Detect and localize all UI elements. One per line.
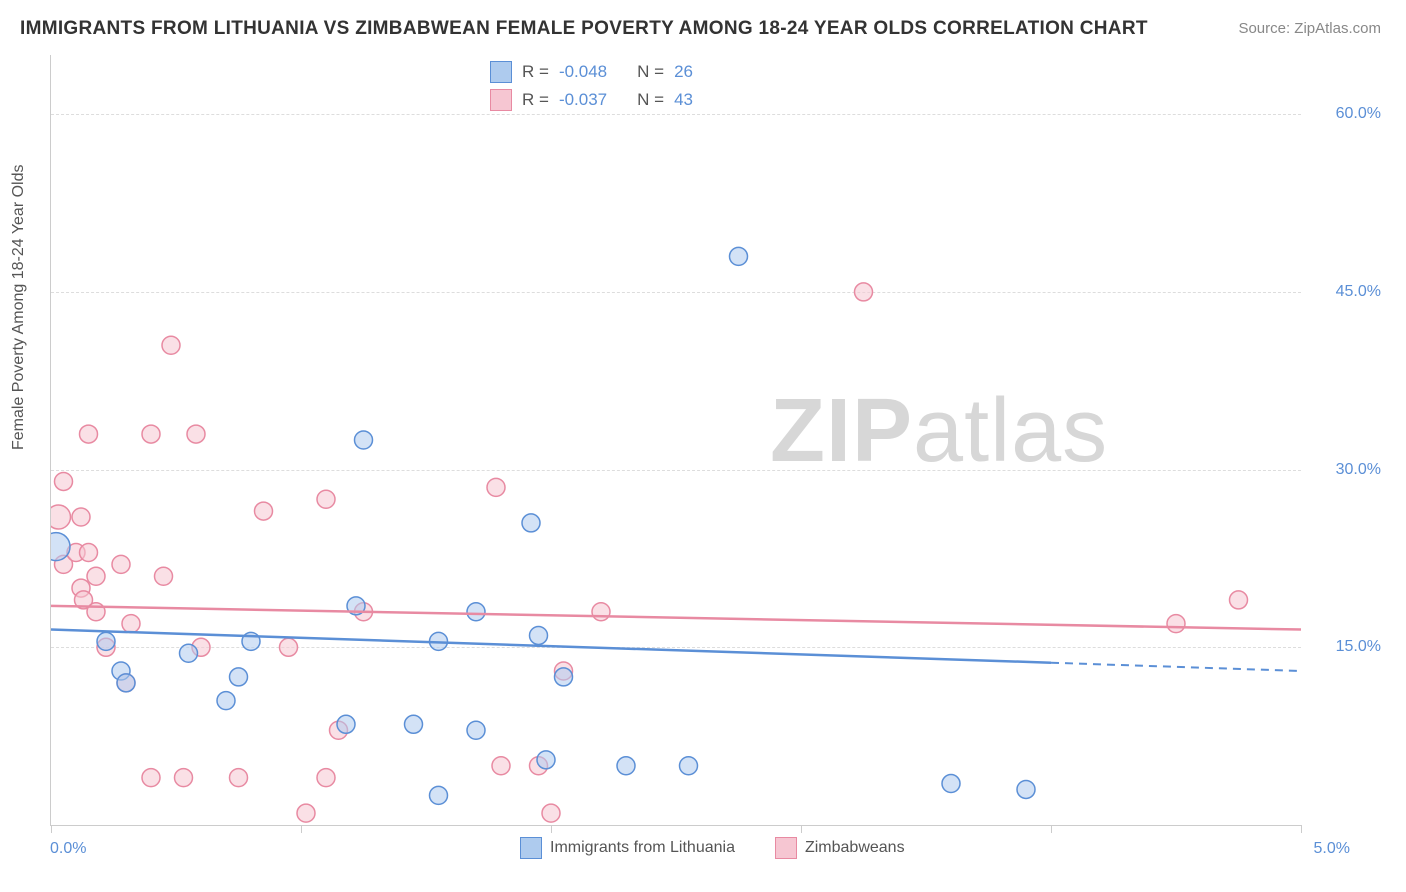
scatter-point	[117, 674, 135, 692]
scatter-point	[405, 715, 423, 733]
legend-item-0: Immigrants from Lithuania	[520, 837, 735, 859]
scatter-point	[80, 544, 98, 562]
legend-item-1: Zimbabweans	[775, 837, 905, 859]
stat-r-value: -0.048	[559, 58, 607, 86]
scatter-point	[530, 626, 548, 644]
scatter-point	[217, 692, 235, 710]
scatter-point	[55, 555, 73, 573]
scatter-point	[555, 668, 573, 686]
scatter-svg	[51, 55, 1301, 825]
stat-n-value: 26	[674, 58, 693, 86]
scatter-point	[730, 247, 748, 265]
scatter-point	[347, 597, 365, 615]
scatter-point	[592, 603, 610, 621]
scatter-point	[555, 662, 573, 680]
scatter-point	[55, 472, 73, 490]
scatter-point	[112, 555, 130, 573]
scatter-point	[492, 757, 510, 775]
swatch-icon	[520, 837, 542, 859]
y-axis-label: Female Poverty Among 18-24 Year Olds	[10, 165, 28, 451]
scatter-point	[355, 603, 373, 621]
scatter-point	[255, 502, 273, 520]
stat-n-value: 43	[674, 86, 693, 114]
scatter-point	[317, 490, 335, 508]
legend-label: Zimbabweans	[805, 839, 905, 857]
y-tick-label: 60.0%	[1336, 105, 1381, 123]
scatter-point	[337, 715, 355, 733]
y-tick-label: 15.0%	[1336, 638, 1381, 656]
legend: Immigrants from Lithuania Zimbabweans	[520, 837, 905, 859]
scatter-point	[530, 757, 548, 775]
stat-n-label: N =	[637, 86, 664, 114]
y-tick-label: 45.0%	[1336, 283, 1381, 301]
scatter-point	[467, 721, 485, 739]
scatter-point	[1230, 591, 1248, 609]
swatch-icon	[490, 61, 512, 83]
scatter-point	[122, 615, 140, 633]
x-axis-min-label: 0.0%	[50, 840, 86, 858]
scatter-point	[72, 508, 90, 526]
scatter-point	[87, 603, 105, 621]
swatch-icon	[490, 89, 512, 111]
stat-r-label: R =	[522, 86, 549, 114]
stat-r-label: R =	[522, 58, 549, 86]
scatter-point	[542, 804, 560, 822]
source-credit: Source: ZipAtlas.com	[1238, 20, 1381, 37]
scatter-point	[1017, 780, 1035, 798]
scatter-point	[522, 514, 540, 532]
plot-area: 15.0%30.0%45.0%60.0%	[50, 55, 1301, 826]
stats-box: R = -0.048 N = 26 R = -0.037 N = 43	[490, 58, 693, 114]
scatter-point	[942, 775, 960, 793]
scatter-point	[117, 674, 135, 692]
scatter-point	[617, 757, 635, 775]
watermark: ZIPatlas	[770, 380, 1108, 483]
regression-line	[51, 606, 1301, 630]
scatter-point	[51, 533, 70, 561]
scatter-point	[330, 721, 348, 739]
scatter-point	[51, 505, 71, 529]
scatter-point	[467, 603, 485, 621]
stat-n-label: N =	[637, 58, 664, 86]
scatter-point	[487, 478, 505, 496]
scatter-point	[155, 567, 173, 585]
scatter-point	[72, 579, 90, 597]
scatter-point	[142, 425, 160, 443]
y-tick-label: 30.0%	[1336, 461, 1381, 479]
scatter-point	[317, 769, 335, 787]
scatter-point	[175, 769, 193, 787]
scatter-point	[162, 336, 180, 354]
scatter-point	[67, 544, 85, 562]
scatter-point	[297, 804, 315, 822]
scatter-point	[537, 751, 555, 769]
scatter-point	[187, 425, 205, 443]
scatter-point	[75, 591, 93, 609]
scatter-point	[1167, 615, 1185, 633]
scatter-point	[87, 567, 105, 585]
swatch-icon	[775, 837, 797, 859]
scatter-point	[142, 769, 160, 787]
stats-row-series-1: R = -0.037 N = 43	[490, 86, 693, 114]
regression-line-dashed	[1051, 663, 1301, 671]
scatter-point	[80, 425, 98, 443]
x-axis-max-label: 5.0%	[1314, 840, 1350, 858]
scatter-point	[230, 769, 248, 787]
scatter-point	[230, 668, 248, 686]
chart-title: IMMIGRANTS FROM LITHUANIA VS ZIMBABWEAN …	[20, 18, 1148, 40]
legend-label: Immigrants from Lithuania	[550, 839, 735, 857]
stats-row-series-0: R = -0.048 N = 26	[490, 58, 693, 86]
scatter-point	[112, 662, 130, 680]
scatter-point	[680, 757, 698, 775]
regression-line	[51, 630, 1051, 663]
stat-r-value: -0.037	[559, 86, 607, 114]
scatter-point	[355, 431, 373, 449]
scatter-point	[430, 786, 448, 804]
